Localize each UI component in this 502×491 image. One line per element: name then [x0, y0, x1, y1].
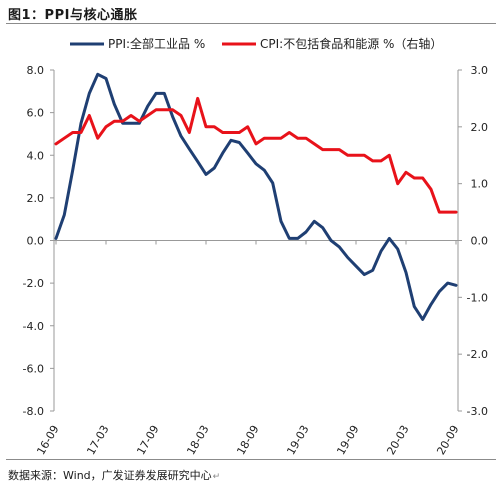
x-tick-label: 18-03	[184, 423, 211, 457]
legend-label-ppi: PPI:全部工业品 %	[108, 36, 205, 51]
x-tick-label: 20-03	[384, 423, 411, 457]
left-tick-label: 8.0	[27, 64, 45, 77]
x-tick-label: 18-09	[234, 423, 261, 457]
figure-title: 图1：PPI与核心通胀	[8, 8, 138, 23]
ppi-series-line	[54, 72, 458, 321]
left-tick-label: -8.0	[23, 405, 44, 418]
right-tick-label: -3.0	[467, 405, 488, 418]
source-text: 数据来源：Wind，广发证券发展研究中心	[8, 469, 212, 482]
left-tick-label: 6.0	[27, 107, 45, 120]
x-tick-label: 17-09	[134, 423, 161, 457]
x-tick-label: 16-09	[34, 423, 61, 457]
series-lines	[54, 72, 458, 321]
right-tick-label: 3.0	[471, 64, 489, 77]
left-tick-label: -6.0	[23, 362, 44, 375]
right-tick-label: 0.0	[471, 235, 489, 248]
left-tick-label: -4.0	[23, 320, 44, 333]
left-tick-label: -2.0	[23, 277, 44, 290]
core-cpi-series-line	[54, 96, 458, 214]
right-tick-label: 1.0	[471, 178, 489, 191]
x-tick-label: 19-03	[284, 423, 311, 457]
right-tick-label: -1.0	[467, 291, 488, 304]
left-tick-label: 0.0	[27, 235, 45, 248]
title-divider	[6, 23, 496, 24]
paragraph-mark-icon: ↵	[212, 472, 221, 482]
right-tick-label: 2.0	[471, 121, 489, 134]
right-tick-label: -2.0	[467, 348, 488, 361]
left-tick-label: 4.0	[27, 149, 45, 162]
x-tick-label: 19-09	[334, 423, 361, 457]
chart-legend: PPI:全部工业品 % CPI:不包括食品和能源 %（右轴）	[70, 36, 442, 51]
legend-label-cpi: CPI:不包括食品和能源 %（右轴）	[260, 36, 442, 51]
x-tick-label: 17-03	[84, 423, 111, 457]
axes: 8.0 6.0 4.0 2.0 0.0 -2.0 -4.0 -6.0 -8.0 3.0 2.0 1.0…	[23, 64, 488, 457]
source-note: 数据来源：Wind，广发证券发展研究中心↵	[8, 467, 220, 483]
source-divider	[6, 459, 496, 460]
left-tick-label: 2.0	[27, 192, 45, 205]
x-tick-label: 20-09	[434, 423, 461, 457]
